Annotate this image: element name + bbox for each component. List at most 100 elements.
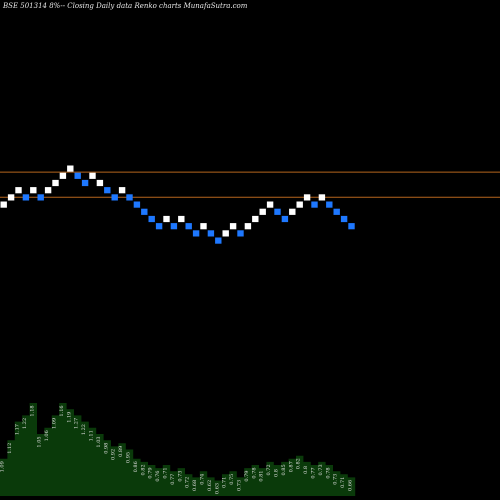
up-brick (67, 165, 74, 172)
up-brick (89, 172, 96, 179)
volume-label: 0.71 (163, 467, 169, 478)
up-brick (44, 187, 52, 194)
down-brick (148, 215, 155, 223)
volume-label: 0.78 (251, 467, 257, 478)
volume-label: 1.17 (15, 424, 21, 435)
down-brick (37, 194, 44, 201)
down-brick (126, 194, 133, 201)
volume-label: 0.74 (200, 474, 206, 485)
up-brick (30, 187, 37, 194)
volume-label: 0.81 (259, 471, 265, 482)
volume-label: 0.73 (237, 480, 243, 491)
up-brick (200, 223, 207, 230)
volume-label: 1.05 (37, 436, 43, 447)
renko-bricks (0, 165, 355, 244)
reference-lines (0, 171, 500, 198)
volume-label: 0.92 (111, 449, 117, 460)
up-brick (289, 208, 296, 215)
volume-label: 0.71 (340, 477, 346, 488)
up-brick (244, 223, 252, 230)
volume-label: 0.76 (155, 471, 161, 482)
volume-label: 0.87 (288, 461, 294, 472)
volume-label: 0.82 (140, 464, 146, 475)
up-brick (266, 201, 274, 208)
volume-label: 1.09 (52, 418, 58, 429)
volume-label: 0.72 (185, 477, 191, 488)
up-brick (96, 179, 104, 187)
volume-label: 1.03 (96, 436, 102, 447)
down-brick (170, 223, 178, 230)
down-brick (340, 215, 348, 223)
volume-label: 1.27 (74, 418, 80, 429)
down-brick (274, 208, 281, 215)
volume-label: 0.82 (296, 458, 302, 469)
volume-area-shape (0, 403, 356, 496)
up-brick (222, 230, 229, 237)
volume-label: 0.73 (318, 464, 324, 475)
up-brick (59, 172, 67, 179)
down-brick (111, 194, 118, 201)
up-brick (252, 215, 259, 223)
volume-label: 0.75 (229, 474, 235, 485)
volume-label: 0.78 (325, 467, 331, 478)
volume-label: 0.86 (133, 461, 139, 472)
volume-label: 0.79 (148, 467, 154, 478)
volume-label: 1.11 (89, 430, 95, 441)
down-brick (333, 208, 340, 215)
volume-label: 0.8 (303, 466, 309, 474)
volume-label: 0.85 (281, 464, 287, 475)
volume-label: 0.68 (192, 480, 198, 491)
volume-label: 0.95 (126, 452, 132, 463)
volume-label: 1.12 (7, 443, 13, 454)
down-brick (348, 223, 355, 230)
down-brick (207, 230, 215, 237)
volume-label: 1.22 (81, 424, 87, 435)
down-brick (22, 194, 30, 201)
volume-label: 0.72 (266, 464, 272, 475)
volume-label: 0.8 (274, 469, 280, 477)
down-brick (311, 201, 318, 208)
volume-area (0, 403, 356, 496)
volume-label: 1.22 (22, 418, 28, 429)
volume-label: 0.77 (170, 474, 176, 485)
volume-label: 0.79 (244, 471, 250, 482)
volume-label: 0.73 (333, 474, 339, 485)
volume-label: 0.62 (207, 480, 213, 491)
up-brick (7, 194, 15, 201)
up-brick (178, 215, 185, 223)
up-brick (163, 215, 170, 223)
up-brick (259, 208, 266, 215)
volume-label: 1.19 (66, 412, 72, 423)
down-brick (215, 237, 222, 244)
up-brick (303, 194, 311, 201)
down-brick (185, 223, 192, 230)
up-brick (0, 201, 7, 208)
volume-label: 0.71 (222, 477, 228, 488)
down-brick (155, 223, 163, 230)
up-brick (318, 194, 326, 201)
down-brick (237, 230, 244, 237)
down-brick (133, 201, 141, 208)
down-brick (192, 230, 200, 237)
down-brick (326, 201, 333, 208)
volume-label: 1.18 (29, 405, 35, 416)
up-brick (118, 187, 126, 194)
volume-label: 0.77 (311, 467, 317, 478)
volume-label: 0.66 (348, 480, 354, 491)
volume-label: 1.06 (44, 430, 50, 441)
volume-label: 0.89 (118, 446, 124, 457)
up-brick (229, 223, 237, 230)
volume-label: 0.63 (214, 483, 220, 494)
chart-title: BSE 501314 8%-- Closing Daily data Renko… (3, 2, 248, 10)
up-brick (15, 187, 22, 194)
down-brick (141, 208, 148, 215)
up-brick (52, 179, 59, 187)
volume-label: 0.73 (177, 471, 183, 482)
down-brick (74, 172, 81, 179)
down-brick (104, 187, 111, 194)
volume-label: 1.16 (59, 405, 65, 416)
down-brick (281, 215, 289, 223)
volume-labels: 1.091.121.171.221.181.051.061.091.161.19… (0, 405, 354, 494)
